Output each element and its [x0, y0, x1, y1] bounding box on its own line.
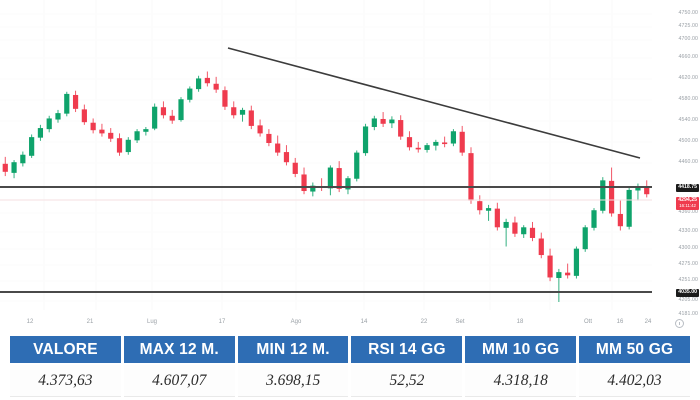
support-price-badge[interactable]: 4035.00 — [676, 289, 699, 297]
time-tick: Ott — [583, 319, 593, 325]
price-tick: 4620.00 — [678, 75, 698, 81]
indicator-value: 4.402,03 — [579, 365, 690, 397]
indicator-table: VALORE 4.373,63 MAX 12 M. 4.607,07 MIN 12 M.… — [10, 336, 690, 398]
indicator-value: 52,52 — [351, 365, 463, 397]
time-tick: 14 — [360, 319, 368, 325]
indicator-value: 3.698,15 — [237, 365, 349, 397]
price-tick: 4460.00 — [678, 159, 698, 165]
last-price-badge-time: 16:11:42 — [679, 202, 696, 208]
descending-trendline[interactable] — [227, 47, 641, 159]
time-tick: 21 — [86, 319, 94, 325]
indicator-header: MM 50 GG — [579, 336, 690, 363]
overlay-lines — [0, 47, 652, 293]
price-tick: 4725.00 — [678, 23, 698, 29]
price-tick: 4500.00 — [678, 138, 698, 144]
indicator-column: MM 10 GG 4.318,18 — [465, 336, 577, 398]
price-tick: 4275.00 — [678, 261, 698, 267]
price-tick: 4750.00 — [678, 10, 698, 16]
price-tick: 4660.00 — [678, 54, 698, 60]
price-tick: 4205.00 — [678, 297, 698, 303]
time-tick: 16 — [616, 319, 624, 325]
price-tick: 4181.00 — [678, 311, 698, 317]
indicator-header: VALORE — [10, 336, 121, 363]
indicator-value: 4.607,07 — [123, 365, 235, 397]
indicator-column: MIN 12 M. 3.698,15 — [237, 336, 349, 398]
indicator-header: MM 10 GG — [465, 336, 577, 363]
price-axis[interactable]: 4750.00 4725.00 4700.00 4660.00 4620.00 4580.… — [652, 0, 700, 317]
candlestick-chart[interactable]: 4750.00 4725.00 4700.00 4660.00 4620.00 4580.… — [0, 0, 700, 336]
indicator-column: MM 50 GG 4.402,03 — [579, 336, 690, 398]
indicator-header: MAX 12 M. — [123, 336, 235, 363]
indicator-value: 4.318,18 — [465, 365, 577, 397]
chart-plot-area[interactable] — [0, 0, 652, 310]
indicator-column: MAX 12 M. 4.607,07 — [123, 336, 235, 398]
time-tick: Ago — [290, 319, 302, 325]
time-axis[interactable]: 12 21 Lug 17 Ago 14 22 Set 18 Ott 16 24 — [0, 310, 700, 336]
candlestick-svg — [0, 0, 652, 310]
time-tick: Lug — [146, 319, 158, 325]
time-tick: 22 — [420, 319, 428, 325]
price-tick: 4251.00 — [678, 277, 698, 283]
price-tick: 4580.00 — [678, 96, 698, 102]
last-price-badge[interactable]: 4294,25 16:11:42 — [676, 197, 699, 210]
price-tick: 4360.00 — [678, 209, 698, 215]
time-tick: 17 — [218, 319, 226, 325]
time-tick: 18 — [516, 319, 524, 325]
clock-icon[interactable] — [675, 319, 684, 328]
time-tick: 12 — [26, 319, 34, 325]
resistance-price-badge[interactable]: 4418.75 — [676, 184, 699, 192]
indicator-column: RSI 14 GG 52,52 — [351, 336, 463, 398]
price-tick: 4330.00 — [678, 228, 698, 234]
time-tick: 24 — [644, 319, 652, 325]
price-tick: 4540.00 — [678, 117, 698, 123]
indicator-header: MIN 12 M. — [237, 336, 349, 363]
price-tick: 4700.00 — [678, 36, 698, 42]
time-tick: Set — [455, 319, 465, 325]
candle-series — [2, 71, 650, 302]
gridlines — [0, 0, 652, 310]
price-tick: 4300.00 — [678, 245, 698, 251]
indicator-value: 4.373,63 — [10, 365, 121, 397]
indicator-column: VALORE 4.373,63 — [10, 336, 121, 398]
indicator-header: RSI 14 GG — [351, 336, 463, 363]
